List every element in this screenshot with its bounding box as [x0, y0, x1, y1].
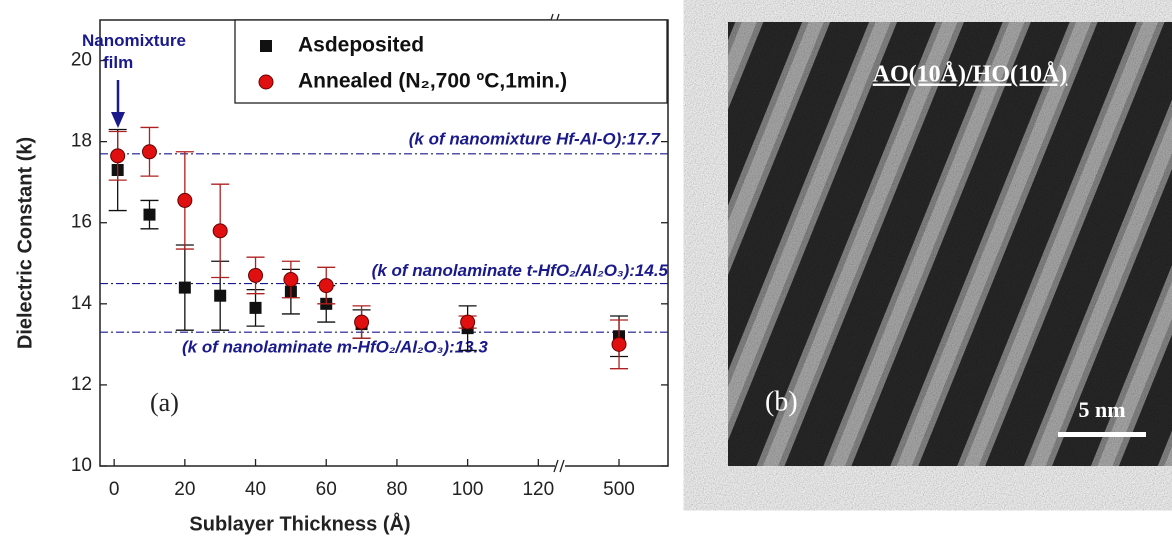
data-point	[249, 301, 262, 314]
axis-break	[559, 459, 565, 473]
y-tick-label: 18	[71, 131, 92, 152]
scale-bar	[1058, 432, 1146, 437]
legend-label: Asdeposited	[298, 34, 424, 57]
y-tick-label: 20	[71, 50, 92, 71]
y-tick-label: 14	[71, 293, 93, 314]
data-point	[460, 314, 476, 330]
data-point	[212, 223, 228, 239]
annotation-arrowhead	[111, 112, 125, 128]
data-point	[177, 192, 193, 208]
image-caption: AO(10Å)/HO(10Å)	[873, 62, 1068, 88]
data-point	[318, 278, 334, 294]
legend-marker	[260, 40, 272, 52]
data-point	[611, 336, 627, 352]
tem-image: AO(10Å)/HO(10Å) (b) 5 nm	[728, 22, 1172, 466]
x-tick-label: 40	[245, 479, 266, 500]
scale-label: 5 nm	[1078, 397, 1125, 422]
legend-marker	[258, 74, 274, 90]
x-tick-label: 120	[522, 479, 554, 500]
x-tick-label: 0	[109, 479, 120, 500]
x-tick-label: 80	[386, 479, 407, 500]
x-tick-label: 60	[316, 479, 337, 500]
data-point	[283, 271, 299, 287]
annotation: Nanomixture film	[82, 31, 191, 72]
data-point	[248, 267, 264, 283]
data-point	[354, 314, 370, 330]
reference-label: (k of nanolaminate t-HfO₂/Al₂O₃):14.5	[372, 261, 669, 280]
legend-box	[234, 19, 668, 104]
x-tick-label: 500	[603, 479, 635, 500]
data-point	[141, 144, 157, 160]
data-point	[110, 148, 126, 164]
data-point	[178, 281, 191, 294]
tem-texture	[728, 22, 1172, 466]
x-axis-title: Sublayer Thickness (Å)	[189, 511, 410, 535]
x-tick-label: 100	[452, 479, 484, 500]
panel-label: (b)	[765, 386, 798, 417]
data-point	[143, 208, 156, 221]
data-point	[214, 289, 227, 302]
reference-label: (k of nanolaminate m-HfO₂/Al₂O₃):13.3	[182, 338, 488, 357]
y-tick-label: 10	[71, 455, 92, 476]
x-tick-label: 20	[174, 479, 195, 500]
legend-label: Annealed (N₂,700 ºC,1min.)	[298, 70, 567, 93]
y-tick-label: 16	[71, 212, 92, 233]
y-axis-title: Dielectric Constant (k)	[14, 137, 36, 349]
reference-label: (k of nanomixture Hf-Al-O):17.7	[409, 129, 662, 148]
axis-break-gap	[555, 462, 565, 470]
y-tick-label: 12	[71, 374, 92, 395]
panel-label: (a)	[150, 388, 179, 417]
axis-break	[553, 459, 559, 473]
